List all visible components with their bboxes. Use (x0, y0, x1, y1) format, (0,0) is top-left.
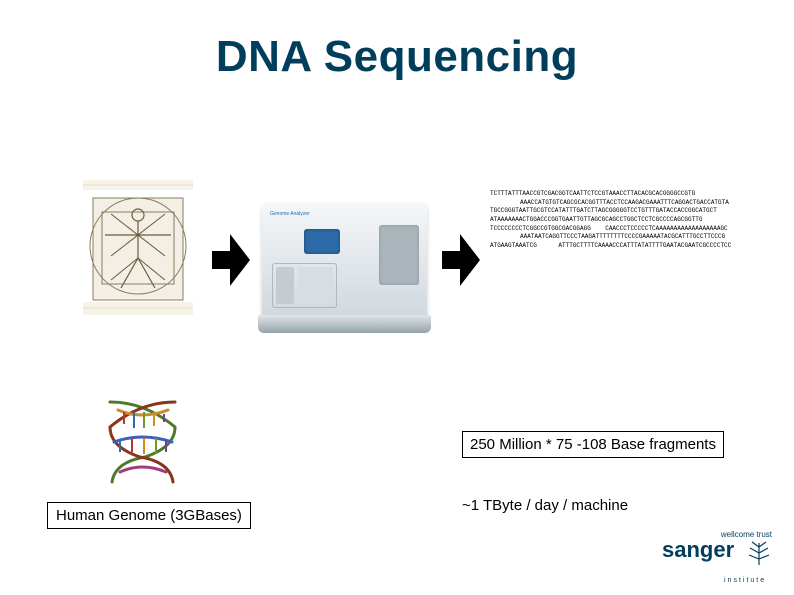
throughput-label: ~1 TByte / day / machine (462, 497, 628, 514)
seq-line: ATGAAGTAAATCG ATTTGCTTTTCAAAACCCATTTATAT… (490, 242, 770, 251)
fragments-label: 250 Million * 75 -108 Base fragments (462, 431, 724, 458)
page-title: DNA Sequencing (0, 32, 794, 82)
sanger-sub: institute (724, 577, 766, 584)
dna-structure-image (90, 392, 195, 492)
seq-line: AAACCATGTGTCAGCGCACGGTTTACCTCCAAGACGAAAT… (490, 199, 770, 208)
sanger-tree-icon (746, 541, 772, 567)
seq-line: TCTTTATTTAACCGTCGACGGTCAATTCTCCGTAAACCTT… (490, 190, 770, 199)
arrow-icon (442, 234, 478, 286)
seq-line: ATAAAAAAACTGGACCCGGTGAATTGTTAGCGCAGCCTGG… (490, 216, 770, 225)
dna-helix-icon (90, 392, 195, 492)
slide-root: DNA Sequencing Genome An (0, 0, 794, 595)
sanger-topline: wellcome trust (721, 530, 772, 539)
seq-line: AAATAATCAGGTTCCCTAAGATTTTTTTTCCCCGAAAAAT… (490, 233, 770, 242)
vitruvian-icon (83, 180, 193, 315)
seq-line: TGCCGGGTAATTGCGTCCATATTTGATCTTAGCGGGGGTC… (490, 207, 770, 216)
seq-line: TCCCCCCCCTCGGCCGTGGCGACGGAGG CAACCCTCCCC… (490, 225, 770, 234)
vitruvian-image (83, 180, 193, 315)
genome-label: Human Genome (3GBases) (47, 502, 251, 529)
arrow-icon (212, 234, 248, 286)
sequencer-image: Genome Analyzer (262, 188, 427, 333)
sanger-logo: wellcome trust sanger institute (662, 539, 772, 585)
sequence-output: TCTTTATTTAACCGTCGACGGTCAATTCTCCGTAAACCTT… (490, 190, 770, 251)
machine-label: Genome Analyzer (270, 211, 310, 217)
